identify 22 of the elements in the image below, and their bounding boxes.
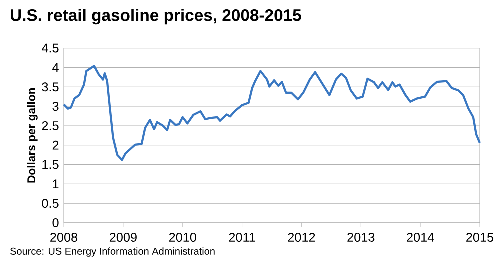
chart-title: U.S. retail gasoline prices, 2008-2015 <box>11 9 302 25</box>
x-tick-label: 2013 <box>348 233 375 242</box>
y-tick-label: 3.5 <box>42 82 59 92</box>
y-tick-label: 1 <box>53 180 59 189</box>
x-tick-label: 2011 <box>229 233 256 242</box>
x-tick-label: 2008 <box>50 233 78 242</box>
x-tick-label: 2015 <box>466 233 494 242</box>
x-tick-label: 2010 <box>169 233 196 242</box>
y-tick-label: 3 <box>52 102 59 112</box>
x-tick-label: 2014 <box>407 233 434 242</box>
y-tick-label: 1.5 <box>42 160 59 170</box>
y-tick-label: 0 <box>52 218 59 228</box>
x-tick-label: 2009 <box>110 233 137 242</box>
y-tick-label: 4.5 <box>42 44 59 53</box>
source-note: Source: US Energy Information Administration <box>10 248 215 257</box>
y-tick-label: 2 <box>52 140 59 150</box>
x-tick-label: 2012 <box>288 233 316 242</box>
y-axis-title: Dollars per gallon <box>27 88 38 183</box>
y-tick-label: 0.5 <box>42 199 59 208</box>
y-tick-label: 2.5 <box>42 121 59 130</box>
line-series <box>62 65 482 162</box>
y-tick-label: 4 <box>52 63 59 72</box>
